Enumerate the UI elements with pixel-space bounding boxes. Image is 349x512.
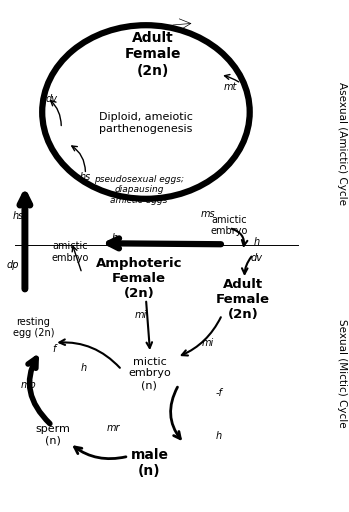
- Text: mr: mr: [106, 423, 120, 433]
- Text: mi: mi: [201, 338, 214, 348]
- Text: Amphoteric
Female
(2n): Amphoteric Female (2n): [96, 258, 182, 301]
- Text: ms: ms: [200, 209, 215, 219]
- Text: amictic
embryo: amictic embryo: [210, 215, 248, 236]
- Text: amictic
embryo: amictic embryo: [51, 241, 89, 263]
- Text: sperm
(n): sperm (n): [35, 424, 70, 445]
- Text: male
(n): male (n): [131, 447, 169, 478]
- Text: Diploid, ameiotic
parthenogenesis: Diploid, ameiotic parthenogenesis: [99, 113, 193, 134]
- Text: Sexual (Mictic) Cycle: Sexual (Mictic) Cycle: [337, 319, 347, 428]
- Text: dp: dp: [6, 260, 19, 270]
- Text: hs: hs: [12, 211, 24, 221]
- Text: dv: dv: [251, 252, 263, 263]
- Text: Adult
Female
(2n): Adult Female (2n): [216, 278, 270, 321]
- Text: resting
egg (2n): resting egg (2n): [13, 317, 54, 338]
- Text: mt: mt: [224, 82, 237, 93]
- Text: Asexual (Amictic) Cycle: Asexual (Amictic) Cycle: [337, 82, 347, 205]
- Text: pseudosexual eggs;
diapausing
amictic eggs: pseudosexual eggs; diapausing amictic eg…: [94, 175, 184, 204]
- Text: mi: mi: [135, 310, 147, 319]
- Text: mictic
embryo
(n): mictic embryo (n): [128, 357, 171, 390]
- Text: Adult
Female
(2n): Adult Female (2n): [125, 31, 181, 77]
- Text: h: h: [112, 233, 118, 243]
- Text: f: f: [53, 344, 56, 354]
- Text: -f: -f: [215, 388, 222, 398]
- Text: hs: hs: [80, 172, 91, 182]
- Text: h: h: [216, 431, 222, 441]
- Text: h: h: [81, 364, 87, 373]
- Text: h: h: [254, 237, 260, 247]
- Text: mb: mb: [21, 380, 36, 390]
- Text: dv: dv: [46, 94, 58, 104]
